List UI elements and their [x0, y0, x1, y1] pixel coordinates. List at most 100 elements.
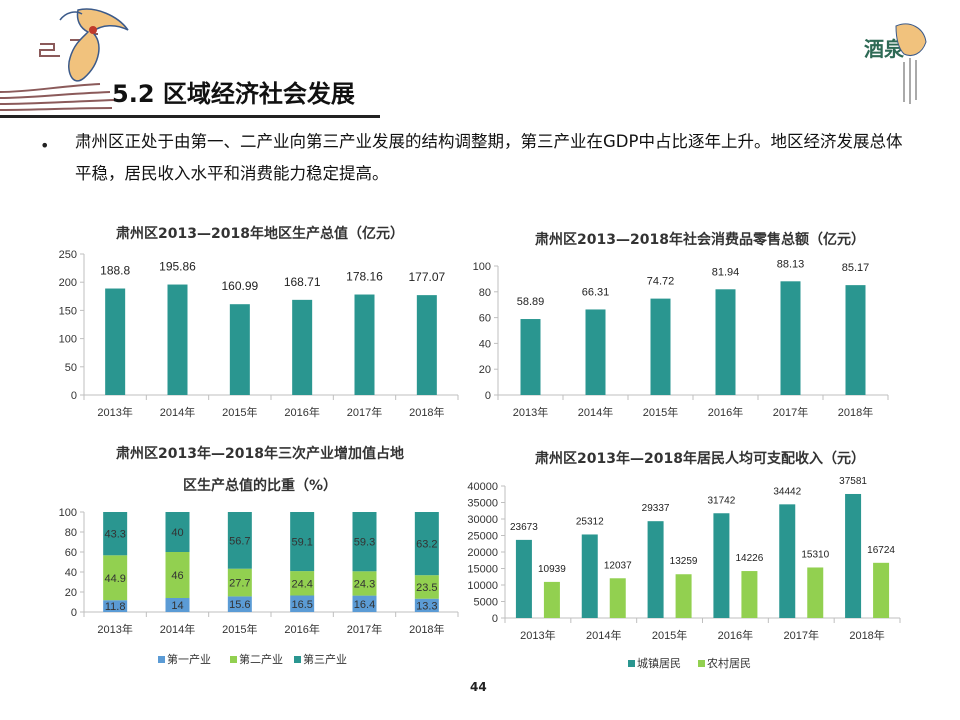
chart2-x-tick-label: 2014年 — [578, 405, 613, 419]
chart3-bar-segment-1 — [414, 598, 439, 612]
chart4-data-label: 16724 — [867, 545, 895, 556]
chart4-bar-2 — [675, 574, 692, 618]
chart4-x-tick-label: 2016年 — [718, 628, 753, 642]
chart3-title: 肃州区2013年—2018年三次产业增加值占地 区生产总值的比重（%） — [60, 438, 460, 502]
chart3-title-line1: 肃州区2013年—2018年三次产业增加值占地 — [116, 446, 404, 462]
chart3-bar-segment-2 — [227, 568, 252, 597]
chart4-data-label: 34442 — [773, 486, 801, 497]
chart4-x-tick-label: 2018年 — [849, 628, 884, 642]
title-block: 5.2 区域经济社会发展 — [112, 74, 355, 109]
chart1-y-tick-label: 50 — [65, 362, 77, 374]
chart3-data-label: 46 — [171, 570, 183, 582]
chart1-x-tick-label: 2018年 — [409, 405, 444, 419]
chart4-bar-2 — [741, 571, 758, 618]
chart3-y-tick-label: 60 — [65, 547, 77, 559]
chart2-data-label: 66.31 — [582, 286, 610, 298]
chart4-data-label: 31742 — [708, 495, 736, 506]
chart4-title: 肃州区2013年—2018年居民人均可支配收入（元） — [535, 451, 865, 467]
chart3-bar-segment-3 — [227, 512, 252, 569]
chart3-data-label: 44.9 — [104, 573, 125, 585]
chart3-legend-label: 第一产业 — [167, 652, 211, 666]
chart3-data-label: 16.4 — [354, 599, 375, 611]
chart3-bar-segment-1 — [165, 598, 190, 612]
chart2-x-tick-label: 2017年 — [773, 405, 808, 419]
chart3-x-tick-label: 2015年 — [222, 622, 257, 636]
chart3-bar-segment-3 — [290, 512, 315, 572]
chart4-bar-2 — [543, 581, 560, 618]
chart3-data-label: 40 — [171, 527, 183, 539]
header-decoration — [0, 8, 129, 111]
chart1-x-tick-label: 2014年 — [160, 405, 195, 419]
chart3-bar-segment-2 — [165, 552, 190, 598]
chart1-data-label: 178.16 — [346, 270, 383, 284]
chart3-legend-label: 第三产业 — [303, 652, 347, 666]
chart4-y-tick-label: 0 — [492, 613, 498, 625]
chart3-y-tick-label: 100 — [59, 507, 77, 519]
chart3-data-label: 56.7 — [229, 535, 250, 547]
page-title: 5.2 区域经济社会发展 — [112, 80, 355, 108]
chart3-data-label: 23.5 — [416, 582, 437, 594]
chart2-data-label: 58.89 — [517, 296, 545, 308]
chart4-bar-2 — [609, 578, 626, 618]
chart2-bar — [715, 289, 736, 395]
chart3-data-label: 24.4 — [291, 578, 312, 590]
chart4-data-label: 12037 — [604, 560, 632, 571]
chart3-legend-label: 第二产业 — [239, 652, 283, 666]
chart1-data-label: 195.86 — [159, 260, 196, 274]
chart1-bar — [167, 284, 188, 395]
chart1-bar — [354, 294, 375, 395]
chart4-legend-label: 农村居民 — [707, 656, 751, 670]
chart1-bar — [292, 299, 313, 395]
chart4-y-tick-label: 5000 — [474, 597, 498, 609]
chart4-y-tick-label: 35000 — [467, 498, 498, 510]
chart1-title: 肃州区2013—2018年地区生产总值（亿元） — [116, 226, 404, 242]
chart4-data-label: 14226 — [736, 553, 764, 564]
chart2-y-tick-label: 20 — [479, 364, 491, 376]
chart1-bar — [229, 304, 250, 395]
chart3-bar-segment-2 — [103, 555, 128, 601]
chart2-data-label: 74.72 — [647, 276, 675, 288]
chart1-x-tick-label: 2013年 — [97, 405, 132, 419]
chart4-bar-1 — [779, 504, 796, 618]
chart4-bar-1 — [515, 539, 532, 618]
chart4-data-label: 15310 — [801, 549, 829, 560]
chart3-y-tick-label: 80 — [65, 527, 77, 539]
chart1-data-label: 177.07 — [408, 270, 445, 284]
chart3-bar-segment-2 — [414, 575, 439, 599]
chart1-bar — [105, 288, 126, 395]
chart3-x-tick-label: 2018年 — [409, 622, 444, 636]
chart2-y-tick-label: 60 — [479, 313, 491, 325]
chart3-bar-segment-3 — [103, 512, 128, 556]
chart3-data-label: 14 — [171, 600, 183, 612]
chart3-x-tick-label: 2013年 — [97, 622, 132, 636]
chart4-x-tick-label: 2017年 — [784, 628, 819, 642]
chart3-bar-segment-1 — [352, 595, 377, 612]
chart2-y-tick-label: 0 — [485, 390, 491, 402]
chart3-x-tick-label: 2017年 — [347, 622, 382, 636]
chart4-data-label: 37581 — [839, 476, 867, 487]
chart2-y-tick-label: 100 — [473, 261, 491, 273]
chart3-bar-segment-1 — [103, 600, 128, 612]
chart3-title-line2: 区生产总值的比重（%） — [182, 478, 338, 494]
chart2-y-tick-label: 40 — [479, 338, 491, 350]
chart2-bar — [520, 319, 541, 395]
chart1-y-tick-label: 0 — [71, 390, 77, 402]
chart2-bar — [780, 281, 801, 395]
chart1-y-tick-label: 150 — [59, 305, 77, 317]
chart4-y-tick-label: 20000 — [467, 547, 498, 559]
chart3-data-label: 16.5 — [291, 599, 312, 611]
chart3-data-label: 63.2 — [416, 539, 437, 551]
chart1-x-tick-label: 2017年 — [347, 405, 382, 419]
chart4-bar-1 — [581, 534, 598, 618]
chart3-data-label: 59.1 — [291, 537, 312, 549]
chart3-y-tick-label: 0 — [71, 607, 77, 619]
chart4-legend-label: 城镇居民 — [637, 656, 681, 670]
chart3-bar-segment-1 — [290, 595, 315, 612]
chart4-y-tick-label: 10000 — [467, 580, 498, 592]
chart3-bar-segment-3 — [414, 512, 439, 576]
chart4-data-label: 25312 — [576, 516, 604, 527]
chart2-data-label: 81.94 — [712, 266, 740, 278]
chart4-bar-1 — [713, 513, 730, 618]
chart3-bar-segment-3 — [165, 512, 190, 552]
